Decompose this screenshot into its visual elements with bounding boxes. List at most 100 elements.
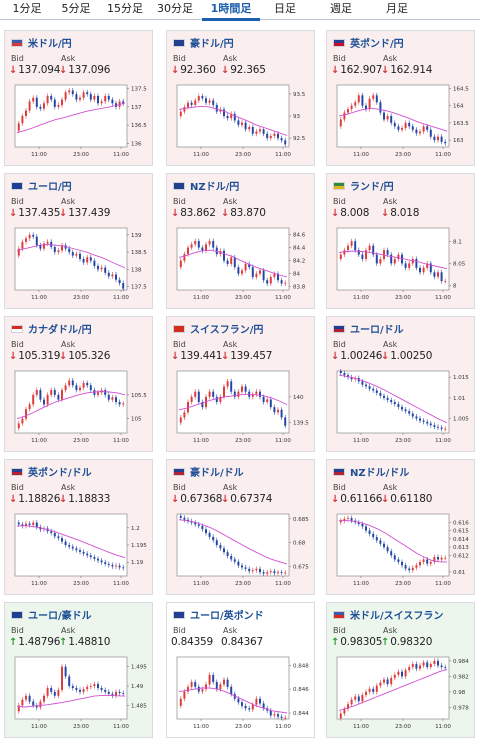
ask-label: Ask (383, 54, 398, 63)
tab-2[interactable]: 5分足 (61, 2, 91, 15)
price-chart[interactable]: 0.685 0.68 0.675 11:00 23:00 11:00 (175, 512, 313, 588)
pair-link[interactable]: 英ポンド/ドル (11, 465, 92, 479)
down-arrow-icon: ↓ (331, 494, 340, 505)
candle (46, 685, 49, 699)
price-chart[interactable]: 1.495 1.49 1.485 11:00 23:00 11:00 (13, 655, 151, 731)
currency-card[interactable]: ランド/円 Bid Ask ↓8.008 ↓8.018 8.1 8.05 8 11:00 23:0… (326, 173, 475, 309)
pair-link[interactable]: ユーロ/ドル (333, 322, 404, 336)
tab-5[interactable]: 1時間足 (202, 0, 260, 21)
price-chart[interactable]: 105.5 105 11:00 23:00 11:00 (13, 369, 151, 445)
candle (17, 246, 20, 259)
x-tick-label: 11:00 (435, 152, 451, 158)
y-tick-label: 92.5 (293, 136, 306, 142)
currency-card[interactable]: 米ドル/スイスフラン Bid Ask ↑0.98305 ↑0.98320 0.984 0.9… (326, 602, 475, 738)
tab-4[interactable]: 30分足 (157, 2, 193, 15)
y-tick-label: 1.485 (131, 703, 147, 709)
ask-value: 0.84367 (221, 636, 264, 648)
candle (89, 683, 92, 690)
candle (372, 92, 375, 102)
pair-link[interactable]: スイスフラン/円 (173, 322, 263, 336)
price-chart[interactable]: 0.984 0.982 0.98 0.978 11:00 23:00 11:00 (335, 655, 473, 731)
candle (212, 534, 215, 543)
candle (237, 117, 240, 128)
currency-card[interactable]: 豪ドル/円 Bid Ask ↓92.360 ↓92.365 93.5 93 92.5 11:00… (166, 30, 315, 166)
y-tick-label: 137.5 (131, 285, 147, 291)
currency-card[interactable]: ユーロ/豪ドル Bid Ask ↑1.48796 ↑1.48810 1.495 1.49 1.… (4, 602, 153, 738)
candle (361, 92, 364, 109)
currency-card[interactable]: スイスフラン/円 Bid Ask ↓139.441 ↓139.457 140 139.5 11… (166, 316, 315, 452)
tab-3[interactable]: 15分足 (107, 2, 143, 15)
candle (251, 567, 254, 574)
candle (97, 556, 99, 563)
candle (107, 270, 110, 279)
price-chart[interactable]: 164.5 164 163.5 163 11:00 23:00 11:00 (335, 83, 473, 159)
candle (365, 247, 367, 262)
currency-card[interactable]: 英ポンド/ドル Bid Ask ↓1.18826 ↓1.18833 1.2 1.195 1.1… (4, 459, 153, 595)
price-chart[interactable]: 1.2 1.195 1.19 11:00 23:00 11:00 (13, 512, 151, 588)
pair-link[interactable]: 米ドル/円 (11, 36, 72, 50)
candle (284, 570, 287, 576)
pair-link[interactable]: ユーロ/円 (11, 179, 72, 193)
currency-card[interactable]: 米ドル/円 Bid Ask ↓137.094 ↓137.096 137.5 137 136.5… (4, 30, 153, 166)
price-chart[interactable]: 93.5 93 92.5 11:00 23:00 11:00 (175, 83, 313, 159)
flag-icon (333, 610, 345, 619)
down-arrow-icon: ↓ (59, 65, 68, 76)
candle (183, 251, 186, 264)
pair-link[interactable]: ランド/円 (333, 179, 394, 193)
currency-card[interactable]: ユーロ/ドル Bid Ask ↓1.00246 ↓1.00250 1.015 1.01 1.0… (326, 316, 475, 452)
pair-link[interactable]: 米ドル/スイスフラン (333, 608, 443, 622)
pair-link[interactable]: カナダドル/円 (11, 322, 92, 336)
tab-8[interactable]: 月足 (386, 2, 408, 15)
candle (397, 123, 400, 133)
pair-link[interactable]: 豪ドル/ドル (173, 465, 244, 479)
chart-plot-area (14, 370, 128, 434)
candle (179, 258, 182, 270)
x-tick-label: 11:00 (353, 438, 369, 444)
moving-average-line (16, 694, 126, 708)
price-chart[interactable]: 140 139.5 11:00 23:00 11:00 (175, 369, 313, 445)
candle (244, 120, 247, 132)
pair-link[interactable]: 豪ドル/円 (173, 36, 234, 50)
candle (343, 247, 346, 258)
currency-card[interactable]: カナダドル/円 Bid Ask ↓105.319 ↓105.326 105.5 105 11:… (4, 316, 153, 452)
pair-link[interactable]: ユーロ/英ポンド (173, 608, 264, 622)
candle (251, 264, 254, 280)
price-chart[interactable]: 0.848 0.846 0.844 11:00 23:00 11:00 (175, 655, 313, 731)
candle (411, 565, 414, 573)
pair-link[interactable]: ユーロ/豪ドル (11, 608, 92, 622)
currency-card[interactable]: NZドル/円 Bid Ask ↓83.862 ↓83.870 84.6 84.4 84.2 84… (166, 173, 315, 309)
candle (266, 131, 269, 141)
candle (440, 555, 443, 562)
tab-1[interactable]: 1分足 (12, 2, 42, 15)
currency-card[interactable]: ユーロ/円 Bid Ask ↓137.435 ↓137.439 139 138.5 138 13… (4, 173, 153, 309)
tab-6[interactable]: 日足 (274, 2, 296, 15)
currency-card[interactable]: 豪ドル/ドル Bid Ask ↓0.67368 ↓0.67374 0.685 0.68 0.6… (166, 459, 315, 595)
candle (104, 387, 107, 398)
x-tick-label: 23:00 (235, 438, 251, 444)
pair-link[interactable]: NZドル/ドル (333, 465, 409, 479)
chart-plot-area (14, 656, 128, 720)
candle (111, 562, 114, 569)
pair-link[interactable]: 英ポンド/円 (333, 36, 404, 50)
candle (115, 272, 117, 283)
candle (393, 672, 396, 681)
candle (226, 677, 229, 690)
tab-7[interactable]: 週足 (330, 2, 352, 15)
currency-card[interactable]: ユーロ/英ポンド Bid Ask 0.84359 0.84367 0.848 0.846 0.… (166, 602, 315, 738)
bid-label: Bid (11, 483, 24, 492)
candle (68, 542, 71, 550)
candle (368, 528, 371, 537)
candle (393, 552, 396, 562)
currency-card[interactable]: NZドル/ドル Bid Ask ↓0.61166 ↓0.61180 0.616 0.615 0… (326, 459, 475, 595)
currency-card[interactable]: 英ポンド/円 Bid Ask ↓162.907 ↓162.914 164.5 164 163.… (326, 30, 475, 166)
moving-average-line (338, 374, 448, 424)
price-chart[interactable]: 1.015 1.01 1.005 11:00 23:00 11:00 (335, 369, 473, 445)
pair-link[interactable]: NZドル/円 (173, 179, 239, 193)
down-arrow-icon: ↓ (9, 65, 18, 76)
ask-label: Ask (61, 483, 76, 492)
